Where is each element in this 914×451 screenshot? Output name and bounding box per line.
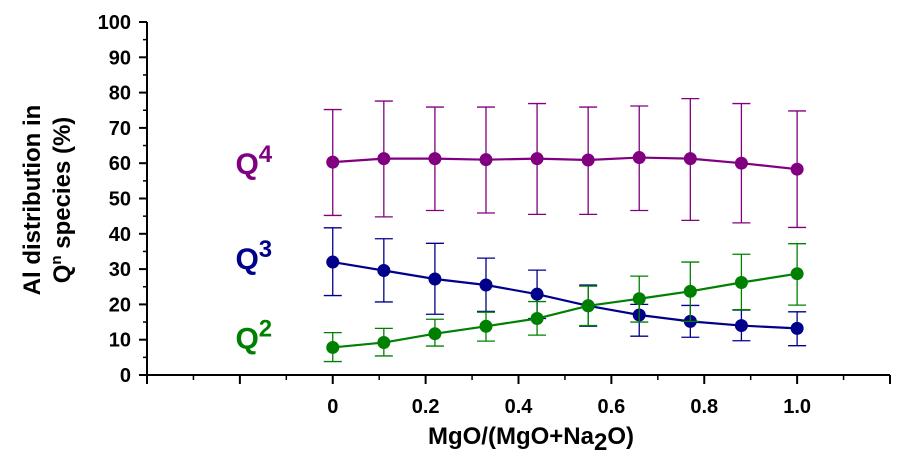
series-q2	[323, 243, 807, 363]
series-line	[332, 156, 798, 171]
data-point	[683, 284, 697, 298]
series-labels: Q4 Q3 Q2	[235, 141, 272, 356]
series-layer	[323, 97, 807, 363]
x-tick-label: 0.8	[690, 396, 718, 418]
series-label-q4: Q4	[235, 141, 272, 181]
y-axis-title-line2: Qn species (%)	[48, 117, 76, 284]
series-line	[332, 260, 798, 330]
data-point	[377, 264, 391, 278]
x-tick-label: 0.2	[412, 396, 440, 418]
x-tick-label: 0.6	[597, 396, 625, 418]
series-label-q2: Q2	[235, 316, 272, 356]
data-point	[683, 152, 697, 166]
data-point	[530, 152, 544, 166]
data-point	[377, 336, 391, 350]
y-tick-label: 80	[109, 83, 131, 105]
data-point	[479, 278, 493, 292]
x-tick-label: 0.4	[505, 396, 534, 418]
y-tick-label: 20	[109, 294, 131, 316]
y-tick-label: 90	[109, 47, 131, 69]
series-q4	[323, 97, 807, 229]
y-tick-label: 100	[98, 12, 131, 34]
y-tick-label: 70	[109, 118, 131, 140]
y-tick-label: 60	[109, 153, 131, 175]
data-point	[632, 151, 646, 165]
y-tick-label: 10	[109, 330, 131, 352]
data-point	[326, 155, 340, 169]
data-point	[581, 153, 595, 167]
data-point	[734, 156, 748, 170]
series-label-q3: Q3	[235, 236, 272, 276]
data-point	[530, 312, 544, 326]
data-point	[479, 153, 493, 167]
x-tick-label: 0	[327, 396, 338, 418]
data-point	[734, 319, 748, 333]
x-axis-title: MgO/(MgO+Na2O)	[428, 423, 634, 451]
y-tick-label: 30	[109, 259, 131, 281]
data-point	[428, 272, 442, 286]
data-point	[530, 287, 544, 301]
data-point	[428, 152, 442, 166]
data-point	[790, 321, 804, 335]
series-line	[332, 272, 798, 349]
data-point	[734, 276, 748, 290]
data-point	[377, 152, 391, 166]
y-axis-title: Al distribution in Qn species (%)	[19, 105, 76, 296]
data-point	[479, 319, 493, 333]
y-tick-label: 50	[109, 189, 131, 211]
data-point	[790, 267, 804, 281]
data-point	[632, 292, 646, 306]
data-point	[581, 299, 595, 313]
series-q3	[323, 227, 807, 347]
axes: 0 10 20 30 40 50 60 70 80 90 100 0 0.2 0.4 0.6 0.8 1.0	[98, 12, 891, 418]
y-axis-title-line1: Al distribution in	[19, 105, 46, 296]
data-point	[326, 255, 340, 269]
data-point	[326, 340, 340, 354]
data-point	[790, 162, 804, 176]
y-tick-label: 0	[120, 365, 131, 387]
y-tick-label: 40	[109, 224, 131, 246]
x-tick-label: 1.0	[783, 396, 811, 418]
data-point	[428, 327, 442, 341]
